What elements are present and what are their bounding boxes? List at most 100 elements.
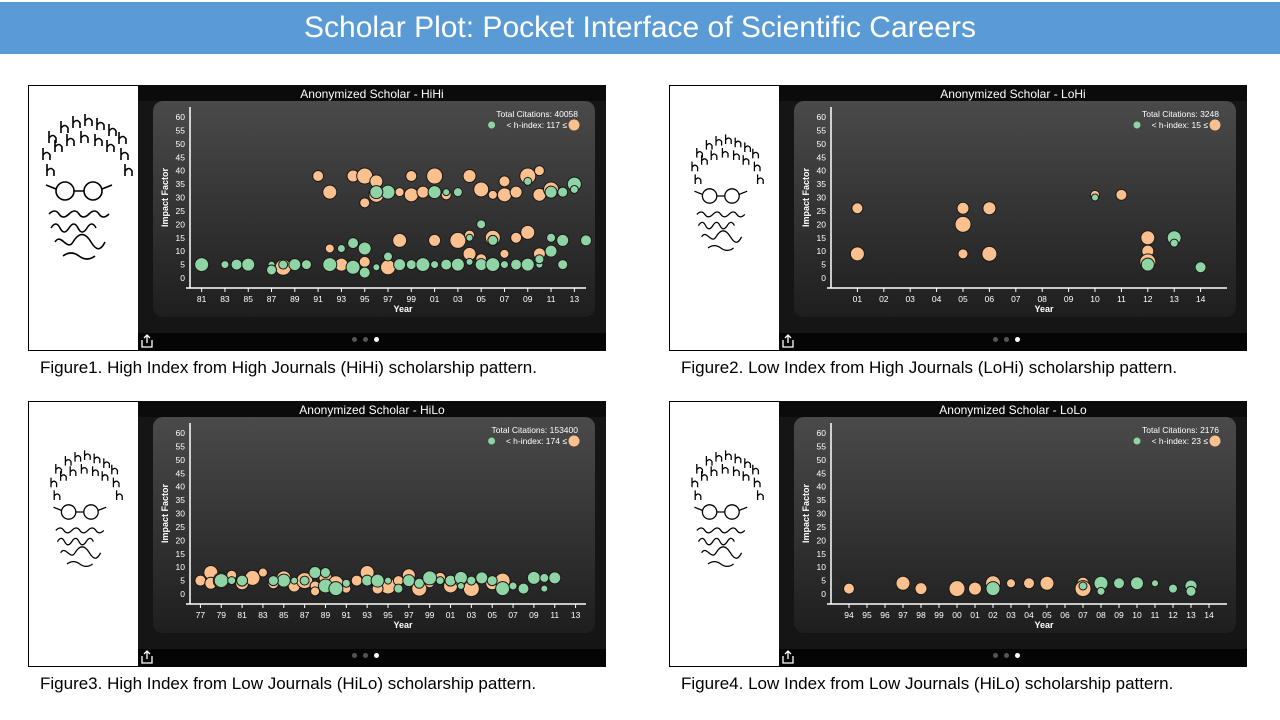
data-point[interactable] [1023, 577, 1035, 590]
data-point[interactable] [266, 264, 278, 276]
data-point[interactable] [496, 187, 512, 203]
data-point[interactable] [534, 254, 545, 265]
data-point[interactable] [1169, 238, 1179, 248]
data-point[interactable] [1096, 586, 1106, 596]
data-point[interactable] [548, 571, 562, 585]
data-point[interactable] [473, 181, 490, 198]
data-point[interactable] [322, 184, 338, 200]
data-point[interactable] [982, 201, 997, 216]
data-point[interactable] [851, 202, 864, 215]
data-point[interactable] [556, 233, 570, 247]
data-point[interactable] [546, 232, 557, 243]
data-point[interactable] [220, 260, 230, 270]
data-point[interactable] [290, 576, 299, 585]
data-point[interactable] [213, 573, 229, 589]
data-point[interactable] [520, 257, 535, 272]
data-point[interactable] [954, 215, 972, 233]
data-point[interactable] [498, 175, 511, 188]
data-point[interactable] [267, 575, 279, 587]
data-point[interactable] [1130, 576, 1144, 591]
data-point[interactable] [957, 248, 969, 260]
data-point[interactable] [347, 237, 360, 250]
data-point[interactable] [393, 583, 404, 594]
data-point[interactable] [257, 567, 268, 578]
data-point[interactable] [422, 570, 438, 586]
data-point[interactable] [372, 263, 381, 272]
data-point[interactable] [968, 581, 982, 596]
data-point[interactable] [509, 185, 523, 199]
data-point[interactable] [435, 576, 445, 586]
data-point[interactable] [1078, 581, 1088, 591]
data-point[interactable] [341, 578, 351, 588]
data-point[interactable] [230, 258, 243, 271]
data-point[interactable] [194, 257, 210, 273]
data-point[interactable] [415, 257, 431, 273]
data-point[interactable] [495, 581, 511, 597]
data-point[interactable] [426, 167, 444, 185]
data-point[interactable] [288, 258, 302, 272]
data-point[interactable] [1091, 193, 1099, 202]
data-point[interactable] [392, 232, 408, 248]
data-point[interactable] [557, 259, 569, 271]
data-point[interactable] [510, 258, 523, 271]
data-point[interactable] [508, 581, 518, 591]
data-point[interactable] [405, 259, 417, 271]
data-point[interactable] [384, 576, 392, 585]
data-point[interactable] [416, 185, 430, 199]
data-point[interactable] [322, 257, 338, 273]
data-point[interactable] [520, 224, 536, 240]
share-icon[interactable] [781, 334, 795, 348]
data-point[interactable] [402, 574, 416, 588]
data-point[interactable] [985, 581, 1001, 597]
data-point[interactable] [299, 575, 310, 586]
data-point[interactable] [914, 582, 928, 596]
data-point[interactable] [358, 266, 371, 279]
data-point[interactable] [465, 257, 474, 266]
data-point[interactable] [466, 575, 477, 586]
data-point[interactable] [1140, 257, 1155, 272]
data-point[interactable] [369, 185, 384, 200]
data-point[interactable] [428, 233, 442, 247]
data-point[interactable] [1115, 188, 1128, 201]
data-point[interactable] [849, 246, 865, 262]
data-point[interactable] [345, 259, 361, 275]
data-point[interactable] [452, 187, 463, 198]
share-icon[interactable] [781, 650, 795, 664]
data-point[interactable] [241, 257, 256, 272]
data-point[interactable] [948, 580, 966, 598]
data-point[interactable] [310, 586, 321, 597]
data-point[interactable] [465, 233, 474, 242]
data-point[interactable] [557, 186, 569, 198]
data-point[interactable] [227, 576, 237, 586]
data-point[interactable] [194, 574, 207, 587]
data-point[interactable] [487, 189, 498, 200]
page-indicator[interactable] [352, 653, 379, 661]
data-point[interactable] [276, 573, 291, 588]
data-point[interactable] [430, 260, 440, 270]
data-point[interactable] [358, 255, 371, 268]
data-point[interactable] [499, 260, 509, 270]
data-point[interactable] [308, 566, 322, 580]
data-point[interactable] [350, 574, 363, 587]
data-point[interactable] [544, 185, 558, 199]
data-point[interactable] [324, 243, 335, 254]
data-point[interactable] [450, 257, 465, 272]
data-point[interactable] [1151, 579, 1159, 588]
data-point[interactable] [956, 201, 970, 215]
data-point[interactable] [403, 187, 419, 203]
data-point[interactable] [1194, 261, 1207, 274]
data-point[interactable] [427, 185, 442, 200]
data-point[interactable] [383, 251, 393, 262]
data-point[interactable] [981, 245, 998, 262]
data-point[interactable] [533, 165, 545, 177]
data-point[interactable] [486, 575, 498, 587]
data-point[interactable] [487, 234, 499, 246]
data-point[interactable] [359, 197, 371, 209]
data-point[interactable] [517, 582, 530, 595]
data-point[interactable] [1185, 585, 1197, 597]
data-point[interactable] [328, 581, 344, 597]
data-point[interactable] [370, 573, 385, 588]
data-point[interactable] [485, 257, 501, 273]
share-icon[interactable] [140, 650, 154, 664]
data-point[interactable] [449, 231, 467, 249]
